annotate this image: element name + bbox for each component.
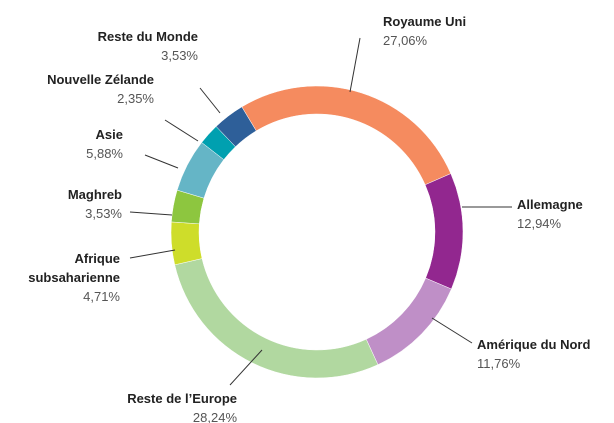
value-label: 11,76% <box>477 356 521 371</box>
category-name: Reste du Monde <box>97 29 198 44</box>
value-label: 28,24% <box>192 410 237 423</box>
leader-line <box>129 249 176 259</box>
slice-label: Nouvelle Zélande 2,35% <box>47 70 154 108</box>
leader-line <box>144 154 179 169</box>
category-name: Maghreb <box>67 187 122 202</box>
value-label: 3,53% <box>85 206 122 221</box>
slice-label: Afrique subsaharienne 4,71% <box>10 249 120 306</box>
slice-label: Royaume Uni 27,06% <box>383 12 466 50</box>
category-name: Asie <box>95 127 123 142</box>
value-label: 5,88% <box>86 146 123 161</box>
donut-segment <box>365 277 452 366</box>
slice-label: Asie 5,88% <box>86 125 123 163</box>
value-label: 12,94% <box>517 216 562 231</box>
leader-line <box>199 87 221 114</box>
category-name: Nouvelle Zélande <box>47 72 154 87</box>
category-name: Allemagne <box>517 197 583 212</box>
leader-line <box>229 349 263 386</box>
leader-line <box>164 119 199 142</box>
slice-label: Allemagne 12,94% <box>517 195 583 233</box>
leader-line <box>431 317 473 344</box>
value-label: 3,53% <box>161 48 198 63</box>
value-label: 2,35% <box>117 91 154 106</box>
donut-segment <box>170 221 203 266</box>
category-name: Reste de l’Europe <box>127 391 237 406</box>
category-name: Royaume Uni <box>383 14 467 29</box>
donut-segment <box>215 106 257 148</box>
leader-line <box>349 37 361 93</box>
slice-label: Reste de l’Europe 28,24% <box>127 389 237 423</box>
slice-label: Maghreb 3,53% <box>68 185 122 223</box>
donut-segment <box>174 258 379 379</box>
slice-label: Amérique du Nord 11,76% <box>477 335 590 373</box>
donut-segment <box>424 173 464 290</box>
value-label: 4,71% <box>83 289 120 304</box>
leader-line <box>129 211 173 216</box>
value-label: 27,06% <box>383 33 428 48</box>
donut-segment <box>241 85 452 186</box>
category-name: Amérique du Nord <box>477 337 591 352</box>
slice-label: Reste du Monde 3,53% <box>98 27 198 65</box>
category-name: Afrique subsaharienne <box>28 251 120 285</box>
